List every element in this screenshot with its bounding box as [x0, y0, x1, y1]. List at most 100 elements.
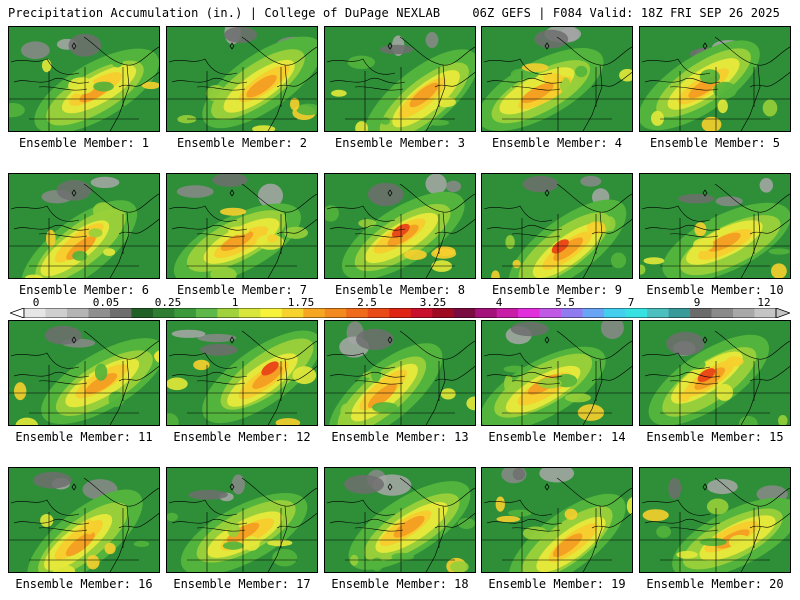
precip-map-graphic — [325, 174, 475, 278]
member-caption: Ensemble Member: 3 — [334, 136, 466, 150]
precip-map-graphic — [640, 321, 790, 425]
colorbar-swatch — [195, 308, 218, 318]
member-caption: Ensemble Member: 6 — [18, 283, 150, 297]
ensemble-member-panel: Ensemble Member: 19 — [481, 467, 633, 591]
precip-map — [324, 26, 476, 132]
colorbar-swatch — [66, 308, 89, 318]
precip-map — [639, 173, 791, 279]
precip-map — [8, 173, 160, 279]
colorbar-swatch — [174, 308, 197, 318]
page-title: Precipitation Accumulation (in.) | Colle… — [8, 6, 441, 20]
colorbar-tick-label: 5.5 — [555, 296, 575, 309]
colorbar-tick-label: 4 — [495, 296, 503, 309]
colorbar-tick-label: 3.25 — [419, 296, 447, 309]
colorbar-swatch — [131, 308, 154, 318]
precip-colorbar: 0 0.05 0.25 1 1.75 2.5 3.25 4 5.5 7 9 12 — [0, 296, 800, 318]
precip-map — [166, 173, 318, 279]
colorbar-tick-label: 0 — [32, 296, 40, 309]
member-caption: Ensemble Member: 11 — [15, 430, 153, 444]
precip-map-graphic — [482, 27, 632, 131]
precip-map — [639, 320, 791, 426]
ensemble-member-panel: Ensemble Member: 11 — [8, 320, 160, 444]
colorbar-swatch — [432, 308, 455, 318]
precip-map — [481, 26, 633, 132]
ensemble-member-panel: Ensemble Member: 15 — [639, 320, 791, 444]
precip-map-graphic — [640, 27, 790, 131]
member-caption: Ensemble Member: 9 — [491, 283, 623, 297]
precip-map-graphic — [482, 321, 632, 425]
colorbar-tick-label: 1.75 — [287, 296, 315, 309]
colorbar-swatch — [604, 308, 626, 318]
member-caption: Ensemble Member: 13 — [331, 430, 469, 444]
colorbar-swatch — [647, 308, 669, 318]
precip-map-graphic — [640, 468, 790, 572]
ensemble-member-panel: Ensemble Member: 14 — [481, 320, 633, 444]
precip-map-graphic — [482, 174, 632, 278]
ensemble-member-panel: Ensemble Member: 17 — [166, 467, 318, 591]
colorbar-swatch — [346, 308, 369, 318]
ensemble-member-panel: Ensemble Member: 9 — [481, 173, 633, 297]
colorbar-swatch — [733, 308, 755, 318]
ensemble-member-panel: Ensemble Member: 10 — [639, 173, 791, 297]
member-caption: Ensemble Member: 10 — [646, 283, 784, 297]
colorbar-swatch — [496, 308, 519, 318]
member-caption: Ensemble Member: 7 — [176, 283, 308, 297]
ensemble-member-panel: Ensemble Member: 8 — [324, 173, 476, 297]
member-caption: Ensemble Member: 4 — [491, 136, 623, 150]
precip-map — [481, 467, 633, 573]
precip-map-graphic — [325, 321, 475, 425]
member-caption: Ensemble Member: 1 — [18, 136, 150, 150]
colorbar-tick-label: 0.05 — [92, 296, 120, 309]
colorbar-swatch — [152, 308, 175, 318]
precip-map-graphic — [9, 468, 159, 572]
colorbar-scale — [10, 308, 790, 318]
precip-map — [166, 26, 318, 132]
member-caption: Ensemble Member: 14 — [488, 430, 626, 444]
colorbar-swatch — [24, 308, 46, 318]
colorbar-swatch — [281, 308, 304, 318]
colorbar-swatch — [518, 308, 540, 318]
precip-map-graphic — [167, 174, 317, 278]
ensemble-member-panel: Ensemble Member: 4 — [481, 26, 633, 150]
colorbar-tick-label: 9 — [693, 296, 701, 309]
precip-map-graphic — [325, 468, 475, 572]
colorbar-tick-label: 7 — [627, 296, 635, 309]
precip-map — [639, 26, 791, 132]
precip-map — [8, 467, 160, 573]
precip-map-graphic — [167, 27, 317, 131]
precip-map-graphic — [325, 27, 475, 131]
precip-map — [8, 320, 160, 426]
member-caption: Ensemble Member: 17 — [173, 577, 311, 591]
colorbar-swatch — [389, 308, 412, 318]
colorbar-swatch — [88, 308, 111, 318]
ensemble-member-panel: Ensemble Member: 1 — [8, 26, 160, 150]
colorbar-tick-label: 12 — [757, 296, 771, 309]
colorbar-swatch — [668, 308, 691, 318]
precip-map — [166, 320, 318, 426]
colorbar-tick-label: 0.25 — [154, 296, 182, 309]
precip-map — [324, 173, 476, 279]
colorbar-swatch — [260, 308, 283, 318]
precip-map-graphic — [167, 321, 317, 425]
precip-map-graphic — [167, 468, 317, 572]
colorbar-swatch — [410, 308, 433, 318]
colorbar-swatch — [324, 308, 347, 318]
colorbar-swatch — [453, 308, 476, 318]
colorbar-swatch — [561, 308, 583, 318]
member-caption: Ensemble Member: 5 — [649, 136, 781, 150]
colorbar-swatch — [45, 308, 68, 318]
precip-map-graphic — [640, 174, 790, 278]
colorbar-left-arrow — [10, 308, 25, 318]
colorbar-swatch — [109, 308, 132, 318]
colorbar-swatch — [238, 308, 261, 318]
precip-map — [8, 26, 160, 132]
colorbar-swatch — [303, 308, 326, 318]
precip-map-graphic — [482, 468, 632, 572]
member-caption: Ensemble Member: 2 — [176, 136, 308, 150]
ensemble-member-panel: Ensemble Member: 18 — [324, 467, 476, 591]
colorbar-swatch — [217, 308, 240, 318]
precip-map — [166, 467, 318, 573]
ensemble-member-panel: Ensemble Member: 7 — [166, 173, 318, 297]
ensemble-member-panel: Ensemble Member: 13 — [324, 320, 476, 444]
colorbar-swatch — [367, 308, 390, 318]
